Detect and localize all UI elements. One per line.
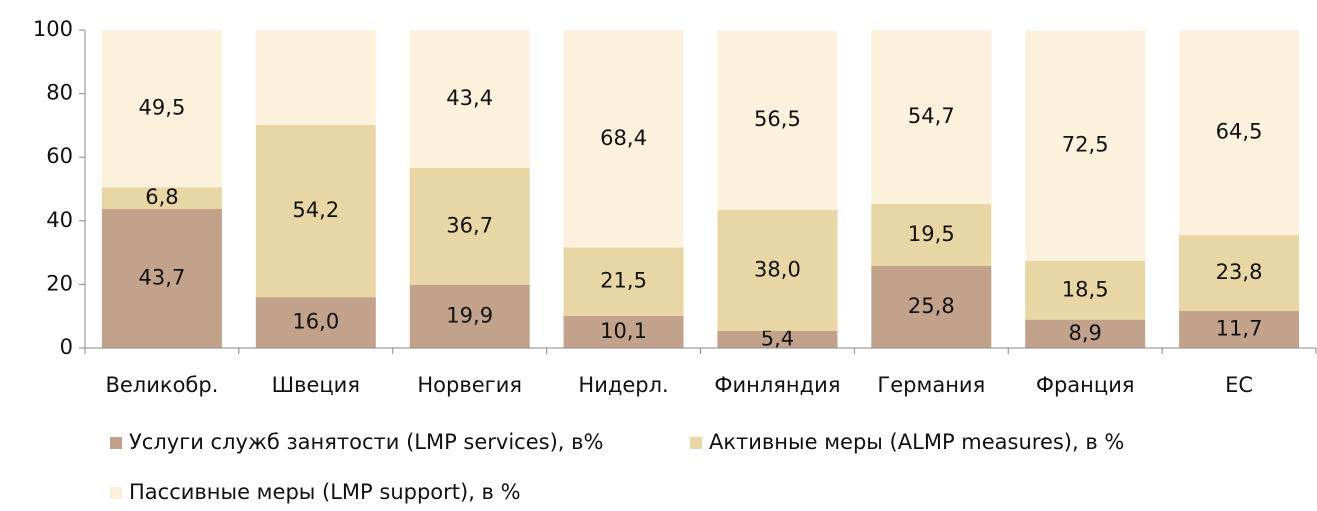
data-label: 6,8: [145, 185, 178, 209]
bar-segment: [563, 315, 684, 348]
bar-segment: [1179, 310, 1300, 348]
bar-segment: [871, 203, 992, 266]
bar-segment: [101, 187, 222, 210]
bar-segment: [1179, 30, 1300, 236]
legend-swatch: [110, 437, 122, 449]
bar-segment: [563, 30, 684, 248]
bar-segment: [409, 168, 530, 285]
data-label: 19,5: [908, 222, 955, 246]
y-tick-label: 80: [46, 81, 73, 105]
y-tick-label: 40: [46, 208, 73, 232]
y-tick-label: 0: [60, 335, 73, 359]
data-label: 10,1: [600, 319, 647, 343]
legend-label: Активные меры (ALMP measures), в %: [709, 430, 1124, 454]
data-label: 54,7: [908, 104, 955, 128]
data-label: 25,8: [908, 294, 955, 318]
data-label: 43,7: [139, 266, 186, 290]
bar-segment: [255, 30, 376, 125]
bar-segment: [717, 209, 838, 331]
legend-swatch: [110, 487, 122, 499]
data-label: 64,5: [1216, 120, 1263, 144]
x-tick-label: Великобр.: [105, 373, 218, 397]
y-tick-label: 60: [46, 144, 73, 168]
data-label: 11,7: [1216, 316, 1263, 340]
data-label: 18,5: [1062, 277, 1109, 301]
bar-segment: [871, 30, 992, 204]
bar-segment: [409, 284, 530, 348]
data-label: 36,7: [446, 213, 493, 237]
data-label: 68,4: [600, 126, 647, 150]
legend-label: Пассивные меры (LMP support), в %: [129, 480, 521, 504]
bar-segment: [101, 209, 222, 348]
x-tick-label: Франция: [1036, 373, 1135, 397]
x-tick-label: Германия: [877, 373, 985, 397]
data-label: 49,5: [139, 96, 186, 120]
data-label: 54,2: [292, 198, 339, 222]
data-label: 16,0: [292, 310, 339, 334]
x-tick-label: Норвегия: [417, 373, 522, 397]
data-label: 23,8: [1216, 260, 1263, 284]
legend-label: Услуги служб занятости (LMP services), в…: [129, 430, 603, 454]
data-label: 8,9: [1068, 321, 1101, 345]
x-tick-label: Нидерл.: [578, 373, 668, 397]
y-tick-label: 20: [46, 271, 73, 295]
bar-segment: [255, 297, 376, 348]
bar-segment: [409, 30, 530, 169]
data-label: 38,0: [754, 257, 801, 281]
bar-segment: [1025, 260, 1146, 320]
data-label: 21,5: [600, 269, 647, 293]
data-label: 43,4: [446, 86, 493, 110]
bar-segment: [1025, 30, 1146, 261]
bar-segment: [1025, 319, 1146, 348]
legend-swatch: [690, 437, 702, 449]
bar-segment: [101, 30, 222, 188]
data-label: 72,5: [1062, 133, 1109, 157]
data-label: 56,5: [754, 107, 801, 131]
x-tick-label: ЕС: [1225, 373, 1253, 397]
x-tick-label: Финляндия: [714, 373, 840, 397]
bar-segment: [563, 247, 684, 316]
bar-segment: [1179, 235, 1300, 311]
bar-segment: [717, 330, 838, 348]
data-label: 19,9: [446, 303, 493, 327]
bar-segment: [255, 124, 376, 298]
x-tick-label: Швеция: [272, 373, 360, 397]
y-tick-label: 100: [33, 17, 73, 41]
bar-segment: [871, 265, 992, 348]
bar-segment: [717, 30, 838, 210]
